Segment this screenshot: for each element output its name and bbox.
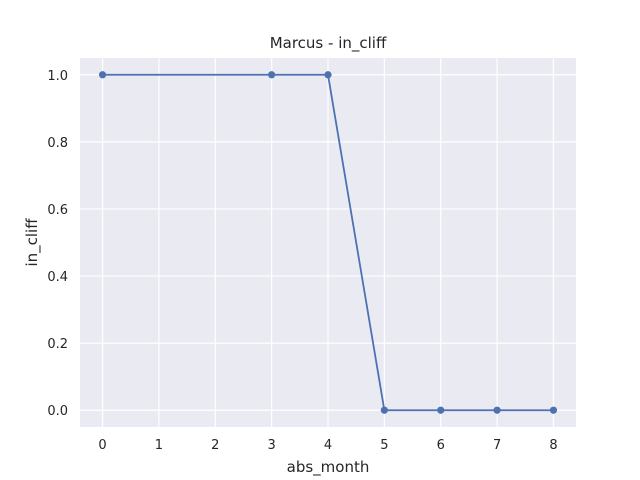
data-point bbox=[268, 71, 276, 79]
series-layer bbox=[98, 71, 558, 414]
x-tick-label: 3 bbox=[267, 438, 275, 453]
x-tick-label: 0 bbox=[98, 438, 106, 453]
x-tick-label: 5 bbox=[380, 438, 388, 453]
x-tick-label: 8 bbox=[549, 438, 557, 453]
y-tick-label: 0.4 bbox=[47, 270, 68, 285]
x-tick-label: 7 bbox=[493, 438, 501, 453]
y-tick-label: 0.0 bbox=[47, 404, 68, 419]
data-point bbox=[493, 406, 501, 414]
data-point bbox=[98, 71, 107, 79]
y-tick-label: 0.6 bbox=[47, 203, 68, 218]
y-tick-label: 0.8 bbox=[47, 136, 68, 151]
y-axis-label: in_cliff bbox=[23, 218, 42, 267]
x-tick-label: 2 bbox=[211, 438, 219, 453]
chart-title: Marcus - in_cliff bbox=[270, 34, 387, 53]
x-tick-label: 1 bbox=[155, 438, 163, 453]
y-tick-label: 1.0 bbox=[47, 69, 68, 84]
tick-labels: 0 1 2 3 4 5 6 7 8 0.0 0.2 0.4 0.6 0.8 1.0 bbox=[47, 69, 557, 453]
data-point bbox=[549, 406, 558, 414]
x-tick-label: 4 bbox=[324, 438, 332, 453]
data-point bbox=[437, 406, 445, 414]
x-axis-label: abs_month bbox=[287, 458, 370, 477]
data-point bbox=[324, 71, 332, 79]
data-point bbox=[380, 406, 388, 414]
x-tick-label: 6 bbox=[437, 438, 445, 453]
y-tick-label: 0.2 bbox=[47, 337, 68, 352]
